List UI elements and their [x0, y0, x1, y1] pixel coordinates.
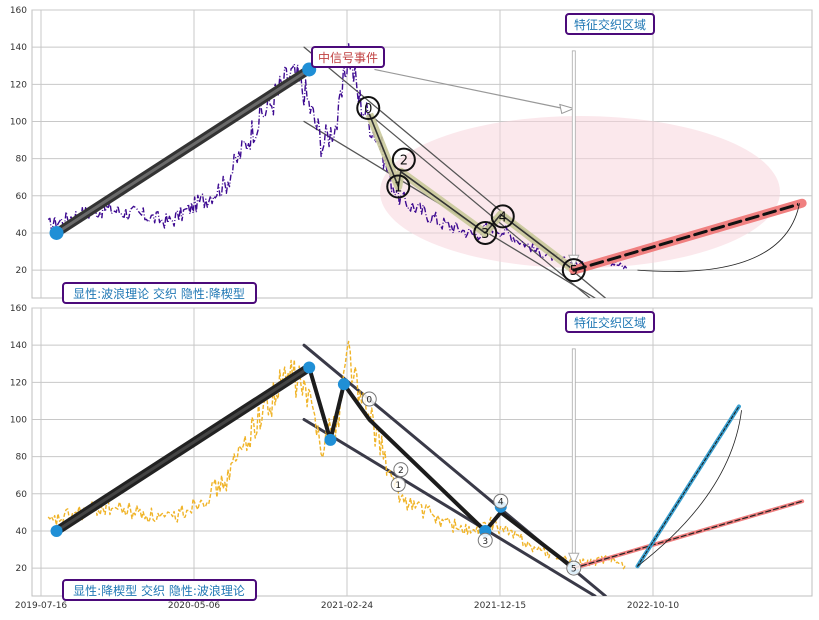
- feature-zone-ellipse: [380, 116, 780, 268]
- wave-label-circle: [477, 532, 493, 548]
- y-tick-label: 160: [10, 304, 27, 314]
- wave-label-text: 3: [481, 227, 489, 242]
- x-tick-label: 2020-05-06: [168, 601, 221, 611]
- price-line: [47, 41, 628, 270]
- wave-label-text: 4: [498, 498, 504, 508]
- top-feature-zone-text: 特征交织区域: [574, 17, 646, 32]
- wave-label-circle: [393, 462, 409, 478]
- wave-label-text: 1: [395, 481, 401, 491]
- signal-event-text: 中信号事件: [318, 50, 378, 65]
- bottom-caption-box: 显性:降楔型 交织 隐性:波浪理论: [62, 579, 257, 601]
- wave-up-line: [55, 365, 311, 533]
- wave-label-text: 4: [499, 210, 507, 225]
- bottom-wave-overlay: 0 1 2 3 4 5: [50, 348, 805, 576]
- wave-label-circle: [473, 220, 498, 245]
- top-plot-area: 0 1 2 34 5: [47, 41, 807, 298]
- bottom-x-tick-labels: 2019-07-16 2020-05-06 2021-02-24 2021-12-15…: [15, 601, 680, 611]
- zone-arrow-head: [568, 254, 580, 268]
- wave-label-circle: [493, 493, 509, 509]
- y-tick-label: 140: [10, 43, 27, 53]
- bottom-caption-text: 显性:降楔型 交织 隐性:波浪理论: [73, 583, 245, 598]
- y-tick-label: 120: [10, 378, 27, 388]
- projection-blue-dash: [636, 405, 740, 567]
- wave-label-text: 3: [482, 537, 488, 547]
- x-tick-label: 2021-12-15: [474, 601, 526, 611]
- y-tick-label: 160: [10, 6, 27, 16]
- projection-arc: [637, 410, 742, 567]
- wave-label-text: 0: [364, 102, 372, 117]
- wedge-inner: [368, 113, 591, 298]
- bottom-plot-area: 0 1 2 3 4 5: [47, 340, 805, 596]
- top-wave-overlay: 0 1 2 34 5: [49, 50, 807, 283]
- bottom-grid: [32, 307, 812, 596]
- projection-dash: [572, 201, 804, 272]
- wave-label-circle: [356, 96, 381, 121]
- wave-label-circle: [566, 560, 582, 576]
- y-tick-label: 40: [16, 527, 28, 537]
- x-tick-label: 2021-02-24: [321, 601, 374, 611]
- wave-up-line: [55, 67, 311, 235]
- pivot-dot: [303, 361, 316, 374]
- x-tick-label: 2022-10-10: [627, 601, 680, 611]
- zone-arrow-head: [568, 552, 580, 566]
- projection-dash: [573, 500, 803, 569]
- bottom-price-series: [47, 340, 627, 570]
- signal-arrow-line: [374, 68, 564, 110]
- wave-label-circle: [490, 204, 515, 229]
- wave-label-circle: [391, 147, 416, 172]
- signal-event-box: 中信号事件: [311, 46, 385, 68]
- wave-band-line: [368, 113, 575, 271]
- y-tick-label: 60: [16, 490, 28, 500]
- projection-end-dot: [798, 199, 807, 208]
- y-tick-label: 80: [16, 155, 28, 165]
- projection-arc: [637, 203, 800, 272]
- wave-label-circle: [390, 477, 406, 493]
- pivot-dot: [337, 378, 350, 391]
- y-tick-label: 100: [10, 415, 27, 425]
- zone-arrow-shaft: [571, 50, 576, 256]
- y-tick-label: 80: [16, 453, 28, 463]
- wave-label-text: 0: [366, 396, 372, 406]
- signal-arrow-head: [559, 103, 576, 115]
- bottom-y-tick-labels: 20 40 60 80 100 120 140 160: [10, 304, 27, 574]
- wave-label-circle: [386, 174, 411, 199]
- y-tick-label: 140: [10, 341, 27, 351]
- y-tick-label: 60: [16, 192, 28, 202]
- top-price-series: [47, 41, 628, 270]
- y-tick-label: 40: [16, 229, 28, 239]
- y-tick-label: 120: [10, 80, 27, 90]
- wedge-lower: [302, 417, 597, 596]
- wave-start-dot: [49, 225, 64, 240]
- wave-label-text: 5: [570, 264, 578, 279]
- y-tick-label: 100: [10, 117, 27, 127]
- bottom-feature-zone-box: 特征交织区域: [565, 311, 655, 333]
- y-tick-label: 20: [16, 564, 28, 574]
- wave-label-circle: [361, 391, 377, 407]
- x-tick-label: 2019-07-16: [15, 601, 68, 611]
- top-caption-text: 显性:波浪理论 交织 隐性:降楔型: [73, 286, 245, 301]
- wave-label-text: 1: [394, 181, 402, 196]
- wave-label-text: 2: [400, 154, 408, 169]
- bottom-feature-zone-text: 特征交织区域: [574, 315, 646, 330]
- pivot-dot: [50, 524, 63, 537]
- pivot-dot: [324, 433, 337, 446]
- bottom-panel: [31, 307, 813, 597]
- top-caption-box: 显性:波浪理论 交织 隐性:降楔型: [62, 282, 257, 304]
- top-feature-zone-box: 特征交织区域: [565, 13, 655, 35]
- wave-label-text: 2: [398, 466, 404, 476]
- wave-label-text: 5: [571, 565, 577, 575]
- price-line: [47, 340, 627, 570]
- top-y-tick-labels: 20 40 60 80 100 120 140 160: [10, 6, 27, 276]
- wave-label-circle: [561, 258, 586, 283]
- y-tick-label: 20: [16, 266, 28, 276]
- zone-arrow-shaft: [571, 348, 576, 554]
